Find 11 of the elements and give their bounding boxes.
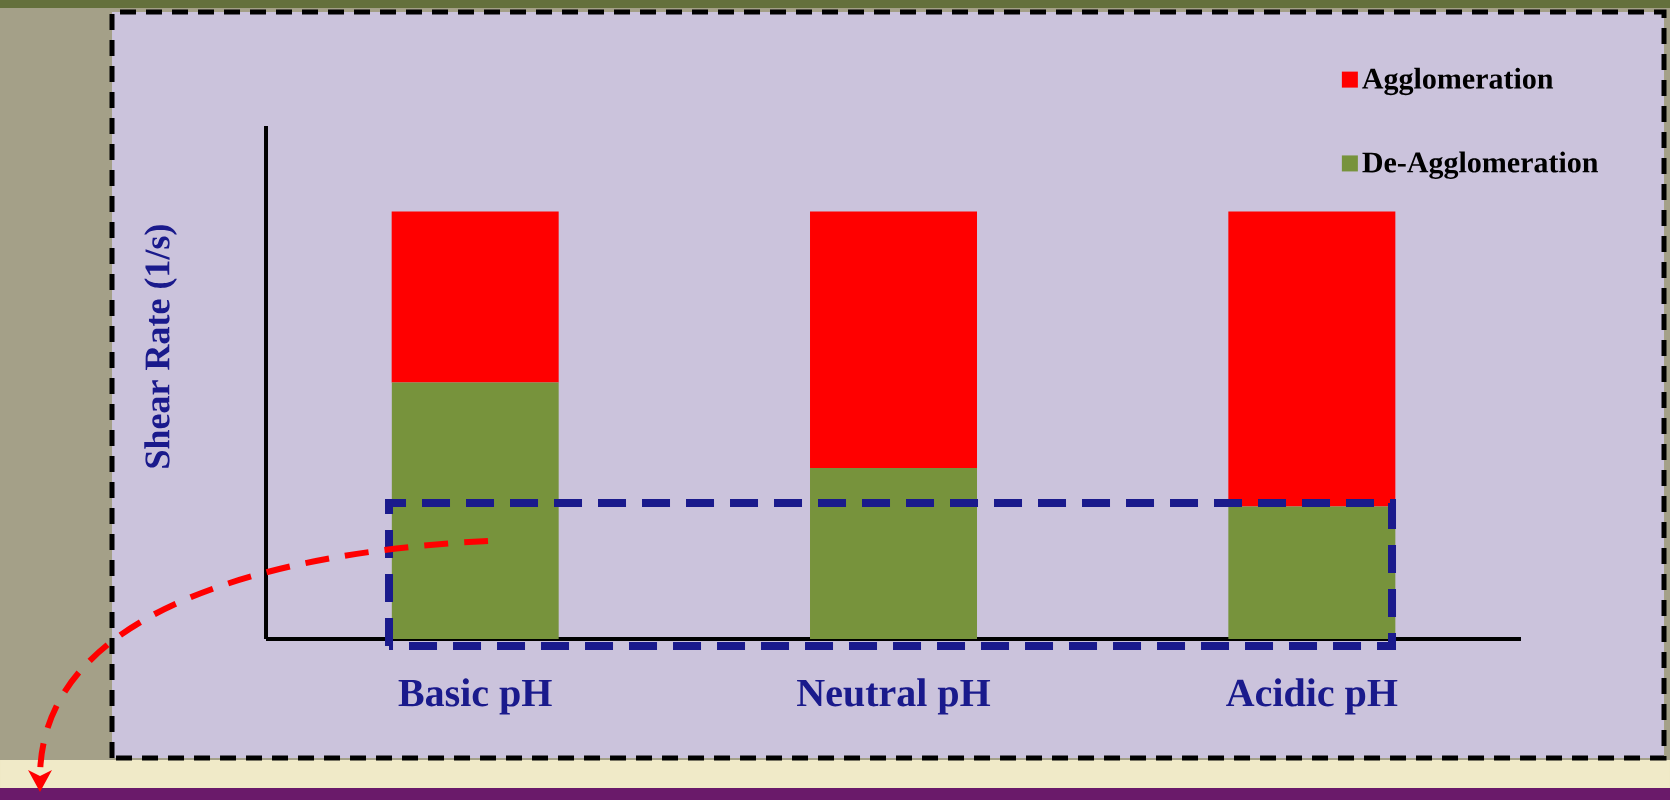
bar (810, 211, 978, 468)
legend-label: De-Agglomeration (1362, 151, 1599, 179)
x-tick-label: Basic pH (398, 678, 552, 715)
bar (810, 468, 978, 639)
x-tick-label: Neutral pH (797, 678, 991, 715)
bar (391, 211, 559, 383)
y-axis-title: Shear Rate (1/s) (144, 225, 177, 468)
legend-label: Agglomeration (1362, 67, 1554, 96)
bar (1228, 211, 1396, 507)
bar (1228, 506, 1396, 639)
x-tick-label: Acidic pH (1226, 678, 1398, 715)
